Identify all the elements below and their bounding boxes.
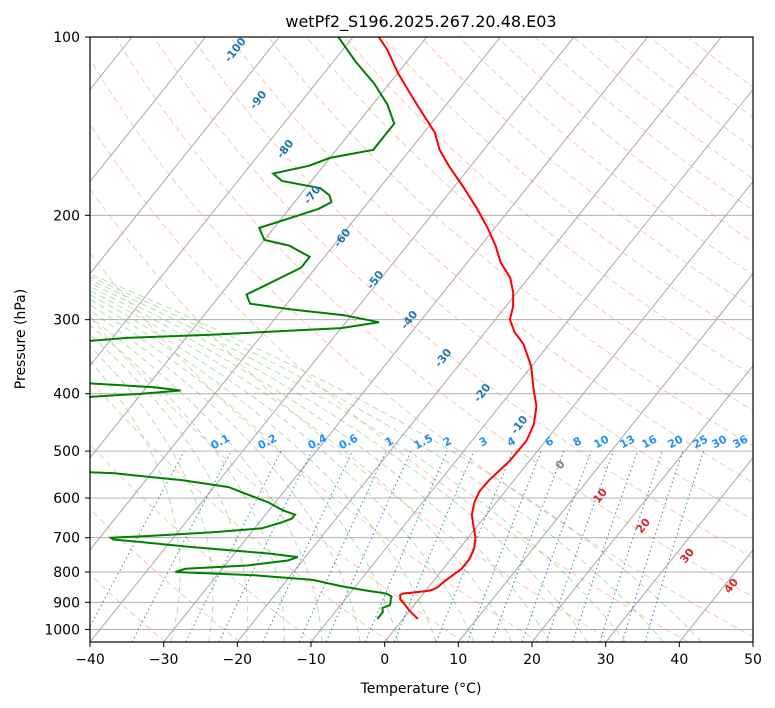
mixing-ratio-line (644, 450, 705, 642)
isotherm-line (90, 37, 501, 551)
moist-adiabat (90, 345, 214, 642)
dewpoint-line (90, 37, 396, 620)
y-tick-label: 500 (53, 444, 80, 460)
y-tick-label: 300 (53, 313, 80, 329)
mixing-ratio-label: 36 (731, 432, 751, 451)
isotherm-line (531, 364, 753, 642)
temperature-line (377, 37, 538, 620)
moist-adiabat (90, 304, 399, 642)
mixing-ratio-lines (90, 450, 705, 642)
mixing-ratio-line (90, 450, 185, 628)
moist-adiabat (90, 289, 513, 642)
dry-adiabat (90, 123, 689, 642)
x-tick-label: 50 (744, 652, 762, 668)
y-tick-label: 100 (53, 30, 80, 46)
moist-adiabat (90, 294, 475, 642)
x-axis-label: Temperature (°C) (360, 681, 482, 697)
mixing-ratio-line (298, 450, 387, 642)
dry-adiabat (229, 37, 753, 484)
x-tick-label: 10 (449, 652, 467, 668)
x-axis: −40 −30 −20 −10 0 10 20 30 40 50 (75, 642, 762, 668)
dry-adiabats (90, 37, 753, 642)
moist-adiabat (90, 334, 249, 642)
moist-adiabat (90, 273, 702, 642)
moist-adiabat (90, 276, 664, 642)
y-tick-label: 200 (53, 208, 80, 224)
mixing-ratio-label: 30 (710, 432, 730, 451)
mixing-ratio-label: 20 (666, 432, 686, 451)
y-tick-label: 400 (53, 387, 80, 403)
isotherm-line (236, 37, 722, 642)
isotherm-line (90, 37, 280, 275)
moist-adiabat (90, 359, 181, 642)
moist-adiabat (90, 279, 626, 642)
x-tick-label: 30 (597, 652, 615, 668)
isotherm-line (310, 88, 753, 642)
mixing-ratio-line (572, 450, 639, 642)
dry-adiabat (191, 37, 753, 521)
moist-adiabat (90, 298, 437, 642)
dry-adiabat (306, 37, 753, 412)
moist-adiabat (90, 282, 589, 642)
x-tick-label: −40 (75, 652, 105, 668)
y-tick-label: 700 (53, 531, 80, 547)
y-tick-label: 1000 (44, 622, 80, 638)
x-tick-label: −30 (149, 652, 179, 668)
mixing-ratio-label: 10 (592, 432, 612, 451)
isotherm-line (90, 37, 207, 183)
isotherm-line (457, 272, 753, 642)
moist-adiabat (90, 324, 285, 642)
y-tick-label: 800 (53, 565, 80, 581)
mixing-ratio-line (599, 450, 663, 642)
dry-adiabat (267, 37, 753, 447)
dry-adiabat (90, 379, 390, 642)
x-tick-label: −10 (296, 652, 326, 668)
x-tick-label: 20 (523, 652, 541, 668)
chart-title: wetPf2_S196.2025.267.20.48.E03 (285, 12, 556, 32)
sounding-series (90, 37, 538, 620)
dry-adiabat (90, 573, 166, 642)
x-tick-label: 40 (670, 652, 688, 668)
y-tick-label: 900 (53, 595, 80, 611)
x-tick-label: −20 (223, 652, 253, 668)
mixing-ratio-label: 16 (640, 432, 660, 451)
x-tick-label: 0 (380, 652, 389, 668)
isotherm-line (90, 37, 428, 459)
dry-adiabat (90, 188, 614, 642)
isotherm-line (605, 457, 753, 642)
isotherm-lines (90, 37, 753, 642)
y-axis: 100 200 300 400 500 600 700 800 900 1000 (44, 30, 90, 638)
dry-adiabat (344, 37, 753, 377)
isotherm-line (163, 37, 649, 642)
dry-adiabat (90, 315, 465, 642)
isotherm-line (90, 37, 575, 642)
mixing-ratio-line (435, 450, 514, 642)
mixing-ratio-label: 25 (691, 433, 711, 452)
y-axis-label: Pressure (hPa) (13, 289, 29, 389)
mixing-ratio-line (262, 450, 353, 642)
plot-area: 0.1 0.2 0.4 0.6 1 1.5 2 3 4 6 8 10 13 16 20 25 30 36-100-… (90, 37, 753, 642)
y-tick-label: 600 (53, 491, 80, 507)
moist-adiabat (90, 286, 551, 642)
isotherm-line (384, 180, 753, 642)
dry-adiabat (90, 443, 315, 642)
mixing-ratio-line (621, 450, 684, 642)
plot-frame (89, 36, 754, 643)
mixing-ratio-label: 13 (618, 433, 638, 452)
mixing-ratio-line (467, 450, 542, 642)
dry-adiabat (90, 252, 540, 642)
